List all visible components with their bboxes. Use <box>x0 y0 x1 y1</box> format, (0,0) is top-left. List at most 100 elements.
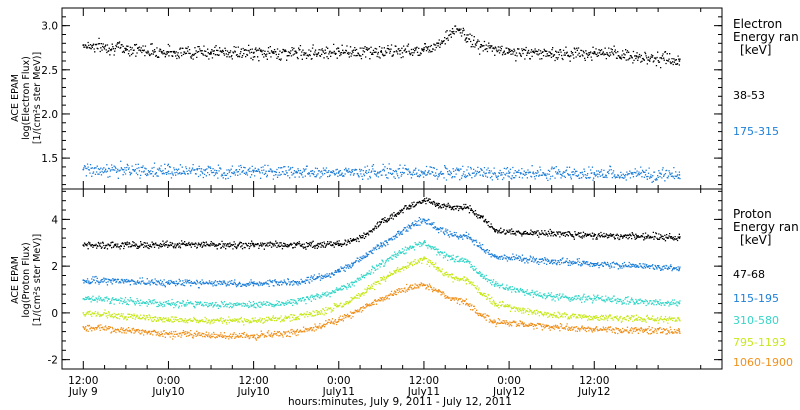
electron-point-38-53 <box>550 53 553 55</box>
electron-series-175-315 <box>82 160 681 183</box>
proton-point-115-195 <box>366 253 369 256</box>
proton-point-115-195 <box>451 234 454 237</box>
electron-point-38-53 <box>337 50 340 53</box>
proton-point-47-68 <box>423 199 425 202</box>
proton-point-310-580 <box>366 272 369 275</box>
proton-point-795-1193 <box>82 311 85 314</box>
proton-point-47-68 <box>337 243 340 245</box>
proton-point-310-580 <box>252 303 255 306</box>
proton-point-795-1193 <box>380 279 383 282</box>
proton-point-47-68 <box>352 239 354 242</box>
proton-y-tick-label: 4 <box>51 214 58 226</box>
proton-point-795-1193 <box>479 293 482 296</box>
x-tick-date-label: July12 <box>492 386 525 398</box>
proton-point-310-580 <box>316 295 319 298</box>
electron-y-ticks: 1.5 2.0 2.5 3.0 <box>41 8 723 189</box>
proton-point-47-68 <box>678 237 681 239</box>
electron-data <box>82 25 681 183</box>
proton-point-1060-1900 <box>437 290 440 293</box>
legend-proton-1060-1900: 1060-1900 <box>733 356 793 369</box>
proton-y-tick-label: 2 <box>51 261 58 273</box>
electron-point-38-53 <box>465 37 468 39</box>
proton-point-310-580 <box>465 260 468 263</box>
proton-point-115-195 <box>465 234 468 237</box>
proton-point-47-68 <box>167 244 170 247</box>
proton-point-795-1193 <box>295 316 298 319</box>
proton-point-115-195 <box>408 225 411 228</box>
electron-point-175-315 <box>337 171 340 174</box>
proton-point-795-1193 <box>423 258 425 261</box>
x-tick-time-label: 0:00 <box>497 375 521 387</box>
legend-electron-38-53: 38-53 <box>733 89 765 102</box>
proton-point-115-195 <box>295 281 298 284</box>
proton-point-310-580 <box>451 258 454 261</box>
proton-point-115-195 <box>437 227 440 230</box>
proton-point-1060-1900 <box>316 326 319 328</box>
proton-point-47-68 <box>380 220 383 223</box>
electron-y-label-line2: log(Electron Flux) <box>21 56 32 140</box>
proton-point-310-580 <box>380 262 383 265</box>
proton-point-795-1193 <box>465 279 468 282</box>
electron-y-tick-label: 2.5 <box>41 65 58 77</box>
proton-y-tick-label: -2 <box>48 355 58 367</box>
proton-point-115-195 <box>337 269 340 272</box>
proton-point-47-68 <box>593 234 596 237</box>
proton-point-47-68 <box>635 234 638 237</box>
proton-point-795-1193 <box>337 304 340 307</box>
electron-point-38-53 <box>82 44 85 46</box>
electron-point-38-53 <box>210 51 212 54</box>
proton-point-1060-1900 <box>366 304 369 307</box>
x-tick-date-label: July10 <box>151 386 184 398</box>
proton-point-115-195 <box>593 262 596 265</box>
proton-point-47-68 <box>437 204 440 207</box>
electron-legend-title: Electron <box>733 17 782 31</box>
proton-point-310-580 <box>295 301 298 304</box>
electron-panel-frame <box>61 7 723 190</box>
proton-scatter-115-195 <box>83 216 681 289</box>
proton-point-310-580 <box>479 274 482 277</box>
proton-point-115-195 <box>494 255 496 258</box>
proton-point-1060-1900 <box>295 330 298 333</box>
proton-point-310-580 <box>437 251 440 254</box>
proton-point-795-1193 <box>394 269 397 272</box>
electron-scatter-175-315 <box>83 160 681 183</box>
electron-panel: 1.5 2.0 2.5 3.0 ACE EPAM log(Electron Flux)… <box>10 7 799 190</box>
proton-data <box>82 197 681 341</box>
proton-point-115-195 <box>167 281 170 284</box>
proton-series-47-68 <box>82 197 681 250</box>
proton-point-115-195 <box>252 282 255 285</box>
proton-point-310-580 <box>167 302 170 305</box>
proton-point-47-68 <box>316 244 319 247</box>
proton-point-795-1193 <box>593 316 596 319</box>
proton-point-1060-1900 <box>593 328 596 331</box>
proton-point-795-1193 <box>252 320 255 322</box>
proton-point-795-1193 <box>408 262 411 265</box>
electron-point-38-53 <box>380 51 383 54</box>
proton-point-47-68 <box>408 204 411 207</box>
proton-point-47-68 <box>82 244 85 247</box>
proton-point-310-580 <box>593 297 596 300</box>
proton-y-tick-label: 0 <box>51 308 58 320</box>
proton-y-label-line1: ACE EPAM <box>10 256 21 304</box>
proton-point-310-580 <box>394 253 397 256</box>
proton-point-795-1193 <box>522 309 525 312</box>
proton-series-115-195 <box>82 216 681 289</box>
proton-point-115-195 <box>394 234 397 237</box>
x-tick-time-label: 12:00 <box>68 375 98 387</box>
electron-y-label-line3: [1/(cm²s ster MeV)] <box>32 52 43 144</box>
proton-point-310-580 <box>408 246 411 249</box>
proton-point-1060-1900 <box>494 321 496 324</box>
proton-point-47-68 <box>295 244 298 247</box>
proton-panel: -2 0 2 4 ACE EPAM log(Proton Flux) [1/(cm²s… <box>10 188 799 370</box>
electron-point-38-53 <box>593 52 596 54</box>
proton-point-1060-1900 <box>423 283 425 286</box>
proton-point-47-68 <box>366 232 369 235</box>
electron-point-38-53 <box>508 51 510 54</box>
electron-point-38-53 <box>295 52 298 54</box>
proton-point-795-1193 <box>550 314 553 317</box>
proton-y-label-line3: [1/(cm²s ster MeV)] <box>32 234 43 326</box>
proton-point-115-195 <box>352 262 354 265</box>
electron-y-tick-label: 2.0 <box>41 109 58 121</box>
